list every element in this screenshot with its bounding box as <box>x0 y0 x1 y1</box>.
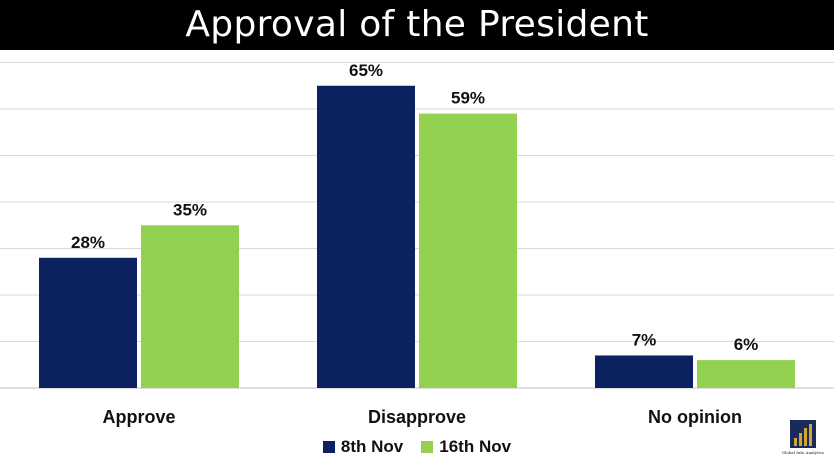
chart-title: Approval of the President <box>185 4 649 45</box>
bar-1-1 <box>39 257 137 388</box>
legend: 8th Nov 16th Nov <box>0 437 834 457</box>
data-label: 65% <box>349 61 383 80</box>
legend-swatch-series-1 <box>322 441 335 453</box>
bar-chart-logo-icon <box>790 420 816 448</box>
company-logo: Global Info Analytics <box>776 418 830 460</box>
bar-1-2 <box>317 85 415 388</box>
category-label: No opinion <box>648 407 742 427</box>
title-bar <box>0 0 834 50</box>
data-label: 28% <box>71 233 105 252</box>
bar-chart: 28% 35% Approve 65% 59% Disapprove 7% 6% No opin… <box>0 61 834 427</box>
legend-item-series-1: 8th Nov <box>322 437 404 457</box>
bar-2-1 <box>141 225 239 388</box>
data-label: 6% <box>734 335 759 354</box>
category-label: Disapprove <box>368 407 466 427</box>
data-label: 59% <box>451 89 485 108</box>
legend-item-series-2: 16th Nov <box>421 437 511 457</box>
bar-2-2 <box>419 113 517 389</box>
legend-swatch-series-2 <box>421 441 434 453</box>
logo-text: Global Info Analytics <box>781 450 825 455</box>
legend-label-series-2: 16th Nov <box>439 437 512 456</box>
category-label: Approve <box>102 407 175 427</box>
legend-label-series-1: 8th Nov <box>340 437 404 456</box>
data-label: 7% <box>632 330 657 349</box>
data-label: 35% <box>173 200 207 219</box>
bar-2-3 <box>697 360 795 388</box>
bar-1-3 <box>595 355 693 388</box>
